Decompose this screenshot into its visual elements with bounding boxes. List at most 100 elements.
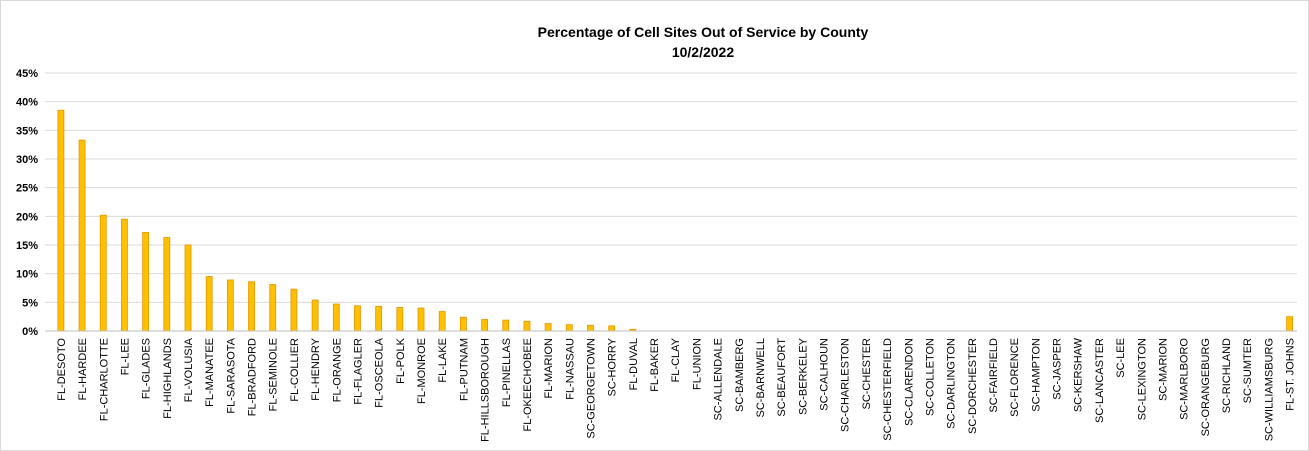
x-tick-label: FL-DESOTO <box>56 338 68 401</box>
y-tick-label: 15% <box>16 240 38 252</box>
x-tick-label: SC-MARION <box>1157 338 1169 401</box>
y-tick-label: 25% <box>16 183 38 195</box>
x-tick-label: FL-MARION <box>543 338 555 399</box>
x-tick-label: SC-DORCHESTER <box>967 338 979 434</box>
x-tick-label: SC-BAMBERG <box>734 338 746 412</box>
bars <box>57 109 1293 332</box>
x-tick-label: SC-BEAUFORT <box>776 338 788 417</box>
x-tick-label: SC-FAIRFIELD <box>988 338 1000 413</box>
y-tick-label: 0% <box>22 326 38 338</box>
x-tick-label: FL-HENDRY <box>310 337 322 400</box>
x-tick-label: SC-DARLINGTON <box>946 338 958 429</box>
x-tick-label: SC-BERKELEY <box>797 337 809 415</box>
x-tick-label: SC-WILLIAMSBURG <box>1263 338 1275 441</box>
bar <box>481 319 488 332</box>
x-tick-label: SC-ALLENDALE <box>713 338 725 421</box>
x-tick-label: SC-BARNWELL <box>755 338 767 417</box>
x-tick-label: SC-LANCASTER <box>1094 338 1106 423</box>
x-tick-label: FL-VOLUSIA <box>183 337 195 402</box>
x-tick-label: SC-ORANGEBURG <box>1200 338 1212 436</box>
y-tick-label: 20% <box>16 211 38 223</box>
x-tick-label: SC-CHESTER <box>861 338 873 410</box>
bar <box>354 305 361 332</box>
x-tick-label: SC-FLORENCE <box>1009 338 1021 417</box>
x-tick-label: FL-CHARLOTTE <box>98 338 110 421</box>
bar <box>608 325 616 332</box>
x-tick-label: SC-CALHOUN <box>819 338 831 411</box>
x-tick-label: FL-MANATEE <box>204 338 216 407</box>
x-tick-label: SC-JASPER <box>1052 338 1064 400</box>
x-tick-label: FL-MONROE <box>416 338 428 404</box>
x-tick-label: FL-GLADES <box>141 338 153 399</box>
bar <box>565 324 573 332</box>
x-tick-label: SC-COLLETON <box>924 338 936 416</box>
bar <box>311 299 319 332</box>
x-tick-label: SC-RICHLAND <box>1221 338 1233 413</box>
bar <box>417 307 425 332</box>
x-tick-label: SC-HORRY <box>607 337 619 396</box>
x-tick-label: SC-LEE <box>1115 338 1127 378</box>
x-tick-label: FL-LAKE <box>437 338 449 383</box>
y-tick-label: 40% <box>16 97 38 109</box>
bar <box>99 214 107 332</box>
gridlines <box>45 72 1297 303</box>
x-tick-label: FL-OSCEOLA <box>374 337 386 407</box>
y-tick-label: 45% <box>16 68 38 80</box>
x-tick-label: SC-SUMTER <box>1242 338 1254 403</box>
chart-subtitle: 10/2/2022 <box>672 44 734 60</box>
bar <box>78 139 86 332</box>
x-tick-label: FL-COLLIER <box>289 338 301 402</box>
bar <box>290 288 298 332</box>
x-tick-label: FL-DUVAL <box>628 338 640 390</box>
x-tick-label: FL-UNION <box>691 338 703 390</box>
x-tick-label: FL-HIGHLANDS <box>162 338 174 419</box>
y-tick-label: 5% <box>22 297 38 309</box>
y-tick-label: 10% <box>16 269 38 281</box>
x-axis-tick-labels: FL-DESOTO FL-HARDEE FL-CHARLOTTE FL-LEE FL-G… <box>56 337 1297 442</box>
bar <box>142 231 150 332</box>
bar <box>184 244 192 332</box>
x-tick-label: SC-HAMPTON <box>1030 338 1042 412</box>
x-tick-label: FL-OKEECHOBEE <box>522 338 534 432</box>
bar <box>396 307 404 332</box>
x-tick-label: SC-GEORGETOWN <box>585 338 597 439</box>
bar <box>248 281 255 332</box>
x-tick-label: FL-SEMINOLE <box>268 338 280 411</box>
x-tick-label: SC-CLARENDON <box>903 338 915 426</box>
y-tick-label: 30% <box>16 154 38 166</box>
y-tick-label: 35% <box>16 125 38 137</box>
bar <box>269 284 277 332</box>
x-tick-label: FL-SARASOTA <box>225 337 237 413</box>
bar <box>502 319 510 332</box>
bar <box>332 303 340 332</box>
bar <box>438 311 446 332</box>
bar <box>226 279 234 332</box>
x-tick-label: FL-LEE <box>119 338 131 375</box>
x-tick-label: FL-FLAGLER <box>352 338 364 405</box>
bar <box>587 324 594 332</box>
x-tick-label: SC-LEXINGTON <box>1136 338 1148 420</box>
bar <box>523 320 531 332</box>
x-tick-label: FL-PUTNAM <box>458 338 470 401</box>
x-tick-label: FL-BAKER <box>649 338 661 392</box>
bar <box>375 305 383 332</box>
bar <box>121 218 128 332</box>
bar <box>57 109 65 332</box>
x-tick-label: SC-CHARLESTON <box>840 338 852 432</box>
x-tick-label: FL-CLAY <box>670 337 682 382</box>
bar <box>163 237 171 332</box>
bar <box>1286 316 1293 332</box>
bar <box>459 316 467 332</box>
x-tick-label: FL-NASSAU <box>564 338 576 400</box>
x-tick-label: FL-PINELLAS <box>501 338 513 407</box>
x-tick-label: SC-CHESTERFIELD <box>882 338 894 441</box>
x-tick-label: FL-ST. JOHNS <box>1285 338 1297 411</box>
x-tick-label: FL-BRADFORD <box>247 338 259 416</box>
x-tick-label: FL-HARDEE <box>77 338 89 400</box>
x-tick-label: FL-POLK <box>395 337 407 384</box>
x-tick-label: FL-ORANGE <box>331 338 343 402</box>
bar <box>544 323 552 332</box>
x-tick-label: FL-HILLSBOROUGH <box>480 338 492 442</box>
